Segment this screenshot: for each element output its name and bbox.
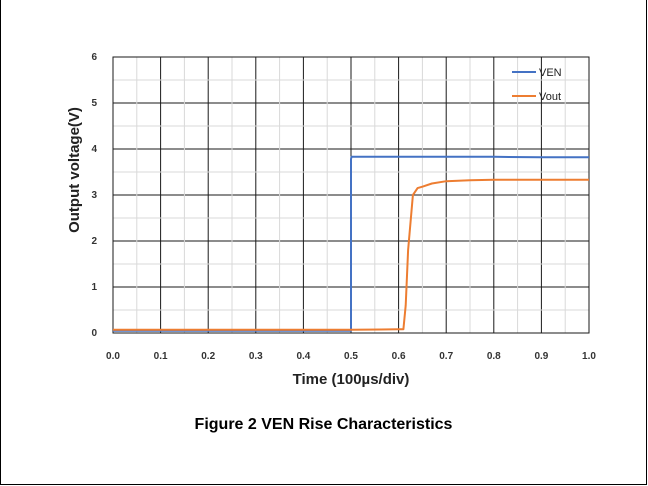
series-line-ven xyxy=(113,155,589,332)
series-line-vout xyxy=(113,178,589,331)
chart: 0.0 0.1 0.2 0.3 0.4 0.5 0.6 0.7 0.8 0.9 1.0 0 1 2 3 4 5… xyxy=(66,52,596,388)
y-tick-labels: 0 1 2 3 4 5 6 xyxy=(91,52,97,339)
y-tick-label: 0 xyxy=(91,328,97,339)
x-tick-label: 0.5 xyxy=(344,351,358,362)
x-tick-label: 0.4 xyxy=(296,351,310,362)
y-tick-label: 4 xyxy=(91,144,97,155)
plot-area xyxy=(112,56,590,334)
y-tick-label: 5 xyxy=(91,98,97,109)
x-tick-label: 0.2 xyxy=(201,351,215,362)
figure-caption: Figure 2 VEN Rise Characteristics xyxy=(194,416,453,433)
x-tick-label: 0.0 xyxy=(106,351,120,362)
legend: VEN Vout xyxy=(512,67,562,103)
series-lines xyxy=(113,155,589,332)
legend-label-ven: VEN xyxy=(539,67,562,79)
x-tick-label: 0.9 xyxy=(534,351,548,362)
y-axis-title: Output voltage(V) xyxy=(66,107,83,233)
y-tick-label: 2 xyxy=(91,236,97,247)
x-tick-label: 0.7 xyxy=(439,351,453,362)
plot-border xyxy=(112,56,590,334)
y-tick-label: 6 xyxy=(91,52,97,63)
x-tick-label: 0.8 xyxy=(487,351,501,362)
legend-label-vout: Vout xyxy=(539,91,561,103)
y-tick-label: 1 xyxy=(91,282,97,293)
x-axis-title: Time (100µs/div) xyxy=(293,371,410,388)
x-tick-labels: 0.0 0.1 0.2 0.3 0.4 0.5 0.6 0.7 0.8 0.9 1.0 xyxy=(106,351,596,362)
y-tick-label: 3 xyxy=(91,190,97,201)
x-tick-label: 1.0 xyxy=(582,351,596,362)
x-tick-label: 0.3 xyxy=(249,351,263,362)
x-tick-label: 0.6 xyxy=(392,351,406,362)
x-tick-label: 0.1 xyxy=(154,351,168,362)
